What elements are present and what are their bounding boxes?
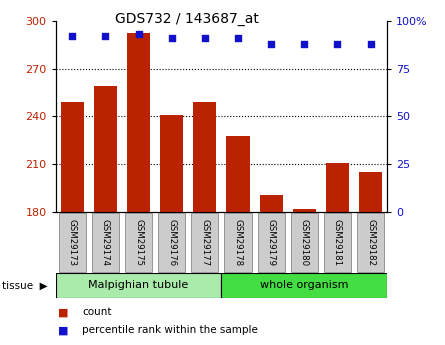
Point: [102, 33, 109, 39]
Text: GSM29179: GSM29179: [267, 219, 275, 266]
FancyBboxPatch shape: [224, 213, 251, 272]
FancyBboxPatch shape: [56, 273, 222, 298]
Text: count: count: [82, 307, 112, 317]
FancyBboxPatch shape: [324, 213, 351, 272]
Point: [201, 35, 208, 41]
Text: ■: ■: [58, 307, 69, 317]
Bar: [227, 136, 250, 212]
Text: GSM29180: GSM29180: [300, 219, 309, 266]
FancyBboxPatch shape: [59, 213, 86, 272]
Text: GSM29176: GSM29176: [167, 219, 176, 266]
Bar: [293, 209, 316, 212]
FancyBboxPatch shape: [222, 273, 387, 298]
Point: [367, 41, 374, 47]
Bar: [127, 33, 150, 212]
Bar: [359, 172, 382, 212]
Point: [267, 41, 275, 47]
FancyBboxPatch shape: [125, 213, 152, 272]
Text: percentile rank within the sample: percentile rank within the sample: [82, 325, 258, 335]
Point: [69, 33, 76, 39]
Text: GSM29177: GSM29177: [200, 219, 209, 266]
Text: whole organism: whole organism: [260, 280, 348, 290]
Text: GSM29182: GSM29182: [366, 219, 375, 266]
Text: GSM29174: GSM29174: [101, 219, 110, 266]
FancyBboxPatch shape: [258, 213, 285, 272]
Bar: [160, 115, 183, 212]
FancyBboxPatch shape: [191, 213, 218, 272]
Point: [301, 41, 308, 47]
Text: GDS732 / 143687_at: GDS732 / 143687_at: [115, 12, 259, 26]
Text: GSM29181: GSM29181: [333, 219, 342, 266]
Point: [334, 41, 341, 47]
Bar: [193, 102, 216, 212]
Bar: [259, 195, 283, 212]
Bar: [94, 86, 117, 212]
Point: [135, 31, 142, 37]
Bar: [61, 102, 84, 212]
Text: tissue  ▶: tissue ▶: [2, 280, 48, 290]
FancyBboxPatch shape: [357, 213, 384, 272]
Point: [235, 35, 242, 41]
FancyBboxPatch shape: [158, 213, 185, 272]
FancyBboxPatch shape: [291, 213, 318, 272]
Text: Malpighian tubule: Malpighian tubule: [89, 280, 189, 290]
Text: GSM29175: GSM29175: [134, 219, 143, 266]
FancyBboxPatch shape: [92, 213, 119, 272]
Bar: [326, 163, 349, 212]
Text: GSM29178: GSM29178: [234, 219, 243, 266]
Point: [168, 35, 175, 41]
Text: GSM29173: GSM29173: [68, 219, 77, 266]
Text: ■: ■: [58, 325, 69, 335]
